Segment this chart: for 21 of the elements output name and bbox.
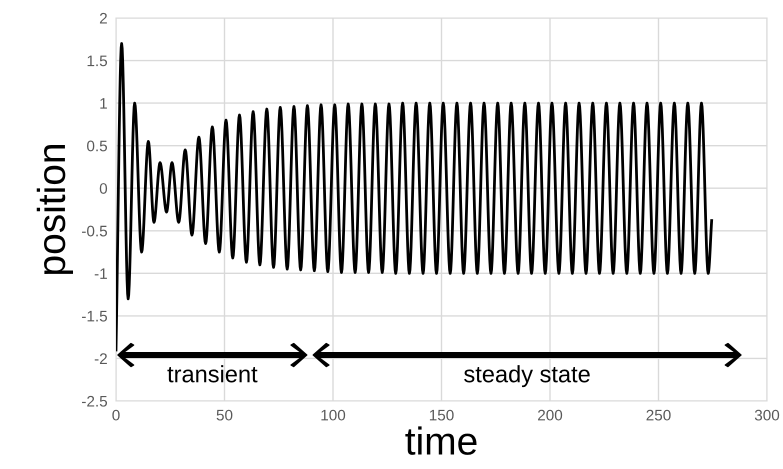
x-tick-label: 100 (321, 410, 346, 421)
x-tick-label: 150 (430, 410, 454, 421)
x-tick-label: 50 (216, 410, 232, 421)
y-tick-label: 1 (100, 98, 107, 109)
y-tick-label: 0.5 (87, 140, 108, 152)
y-tick-label: -2.5 (82, 396, 108, 407)
y-tick-label: 1.5 (88, 56, 108, 66)
y-axis-title: position (36, 145, 74, 274)
y-tick-label: -0.5 (82, 226, 108, 236)
y-tick-label: -1 (94, 268, 107, 279)
y-tick-label: -1.5 (82, 310, 108, 322)
annotation: steady state (464, 365, 590, 388)
y-tick-label: 0 (100, 183, 108, 194)
x-tick-label: 300 (754, 410, 780, 421)
y-tick-label: -2 (94, 353, 107, 364)
y-tick-label: 2 (100, 12, 107, 24)
x-tick-label: 250 (646, 410, 671, 421)
x-axis-title: time (405, 426, 477, 455)
x-tick-label: 200 (538, 410, 562, 421)
annotation: transient (167, 365, 258, 382)
x-tick-label: 0 (112, 410, 120, 421)
